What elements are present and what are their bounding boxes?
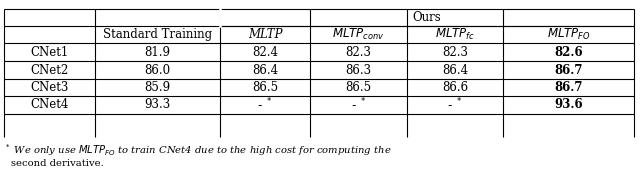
Text: 86.5: 86.5	[346, 81, 372, 94]
Text: - $^*$: - $^*$	[351, 97, 366, 113]
Text: 86.0: 86.0	[145, 64, 171, 76]
Text: MLTP: MLTP	[248, 28, 282, 41]
Text: 81.9: 81.9	[145, 46, 170, 59]
Text: CNet3: CNet3	[30, 81, 68, 94]
Text: 93.3: 93.3	[145, 98, 171, 112]
Text: 86.4: 86.4	[442, 64, 468, 76]
Text: 85.9: 85.9	[145, 81, 171, 94]
Text: 86.3: 86.3	[346, 64, 372, 76]
Text: Standard Training: Standard Training	[103, 28, 212, 41]
Text: $MLTP_{FO}$: $MLTP_{FO}$	[547, 27, 591, 42]
Text: - $^*$: - $^*$	[257, 97, 273, 113]
Text: second derivative.: second derivative.	[11, 160, 104, 169]
Text: Ours: Ours	[413, 11, 442, 24]
Text: 82.3: 82.3	[346, 46, 371, 59]
Text: 82.3: 82.3	[442, 46, 468, 59]
Bar	[4, 9, 634, 137]
Text: 82.4: 82.4	[252, 46, 278, 59]
Text: CNet1: CNet1	[30, 46, 68, 59]
Text: 86.5: 86.5	[252, 81, 278, 94]
Text: $MLTP_{conv}$: $MLTP_{conv}$	[332, 27, 385, 42]
Text: CNet2: CNet2	[30, 64, 68, 76]
Text: 86.7: 86.7	[554, 81, 583, 94]
Text: 86.7: 86.7	[554, 64, 583, 76]
Text: CNet4: CNet4	[30, 98, 68, 112]
Text: $^*$ We only use $MLTP_{FO}$ to train CNet4 due to the high cost for computing t: $^*$ We only use $MLTP_{FO}$ to train CN…	[4, 142, 392, 158]
Text: $MLTP_{fc}$: $MLTP_{fc}$	[435, 27, 475, 42]
Text: 86.4: 86.4	[252, 64, 278, 76]
Text: - $^*$: - $^*$	[447, 97, 463, 113]
Text: 86.6: 86.6	[442, 81, 468, 94]
Text: 82.6: 82.6	[554, 46, 583, 59]
Text: 93.6: 93.6	[554, 98, 583, 112]
